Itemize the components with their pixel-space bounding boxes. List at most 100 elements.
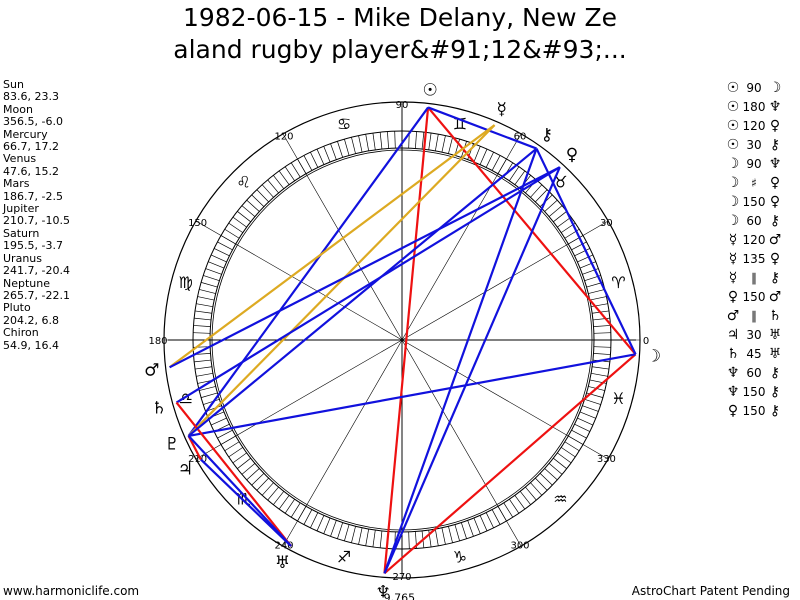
degree-tick <box>358 527 363 545</box>
aspect-planet2-glyph: ♆ <box>768 156 782 172</box>
degree-tick <box>372 530 376 548</box>
degree-tick <box>539 473 553 486</box>
aspect-line-pluto-chiron <box>187 147 538 437</box>
aspect-planet2-glyph: ♄ <box>768 308 782 324</box>
degree-tick <box>503 502 514 518</box>
degree-tick <box>330 143 337 160</box>
degree-tick <box>273 491 285 505</box>
degree-tick <box>519 491 531 505</box>
planet-glyph-saturn: ♄ <box>152 398 167 418</box>
aspect-row: ☽ 90 ♆ <box>725 155 783 174</box>
degree-tick <box>337 141 344 158</box>
degree-tick <box>509 166 520 182</box>
house-spoke <box>401 220 609 341</box>
degree-tick <box>241 463 256 475</box>
aspect-planet2-glyph: ♀ <box>769 251 781 267</box>
degree-tick <box>589 296 607 301</box>
degree-tick <box>571 429 587 439</box>
aspect-angle: 180 <box>742 100 766 114</box>
aspect-row: ♃ 30 ♅ <box>725 326 783 345</box>
planet-coords-saturn: 195.5, -3.7 <box>3 239 63 253</box>
aspect-angle: 120 <box>742 119 766 133</box>
aspect-planet2-glyph: ⚷ <box>769 384 781 400</box>
degree-tick <box>571 241 587 251</box>
degree-label-300: 300 <box>510 540 529 551</box>
zodiac-sign-glyph: ♑ <box>453 547 467 566</box>
aspect-planet1-glyph: ♄ <box>726 346 740 362</box>
aspect-angle: 150 <box>742 290 766 304</box>
degree-tick <box>582 405 599 412</box>
degree-tick <box>246 468 260 481</box>
degree-tick <box>194 366 212 370</box>
degree-tick <box>379 132 383 150</box>
planet-name-sun: Sun <box>3 78 24 91</box>
zodiac-sign-glyph: ♐ <box>337 547 351 566</box>
degree-tick <box>251 194 265 207</box>
aspect-planet2-glyph: ☽ <box>768 80 782 96</box>
aspect-planet2-glyph: ♂ <box>768 289 782 305</box>
house-spoke <box>401 339 609 460</box>
house-spoke <box>282 133 403 341</box>
degree-tick <box>200 282 218 288</box>
degree-tick <box>194 359 212 363</box>
degree-tick <box>530 184 543 198</box>
degree-tick <box>588 289 605 294</box>
degree-tick <box>284 498 295 514</box>
planet-coords-uranus: 241.7, -20.4 <box>3 264 70 278</box>
planet-name-jupiter: Jupiter <box>3 202 39 216</box>
planet-coords-mars: 186.7, -2.5 <box>3 189 63 203</box>
aspect-line-moon-neptune <box>383 353 637 575</box>
aspect-planet1-glyph: ☽ <box>726 194 740 210</box>
aspect-planet1-glyph: ♂ <box>726 308 740 324</box>
degree-tick <box>197 296 215 301</box>
aspect-line-moon-chiron <box>535 148 637 355</box>
chart-title-line1: 1982-06-15 - Mike Delany, New Ze <box>182 3 618 32</box>
zodiac-sign-glyph: ♍ <box>178 273 192 292</box>
degree-tick <box>574 248 591 257</box>
degree-label-120: 120 <box>274 132 293 143</box>
degree-tick <box>584 398 601 405</box>
aspect-row: ☉ 180 ♆ <box>725 98 783 117</box>
degree-tick <box>196 303 213 308</box>
zodiac-sign-glyph: ♌ <box>236 173 250 192</box>
degree-tick <box>394 131 396 149</box>
degree-tick <box>448 526 453 543</box>
degree-tick <box>194 310 212 314</box>
degree-tick <box>441 527 446 545</box>
degree-tick <box>557 216 572 228</box>
aspect-line-sun-neptune <box>383 107 430 574</box>
degree-tick <box>203 398 220 405</box>
degree-tick <box>344 524 350 542</box>
degree-tick <box>208 261 225 269</box>
degree-tick <box>358 135 363 153</box>
planet-name-pluto: Pluto <box>3 301 31 315</box>
planet-glyph-sun: ☉ <box>422 81 437 101</box>
aspect-angle: 60 <box>746 366 762 380</box>
aspect-row: ♀ 150 ⚷ <box>725 402 783 421</box>
aspect-planet2-glyph: ⚷ <box>769 137 781 153</box>
degree-tick <box>246 199 260 212</box>
degree-tick <box>560 447 576 458</box>
aspect-planet1-glyph: ☉ <box>726 137 740 153</box>
degree-tick <box>485 512 494 529</box>
degree-tick <box>553 457 567 469</box>
aspect-planet2-glyph: ♅ <box>768 346 782 362</box>
degree-tick <box>261 184 274 198</box>
aspect-planet1-glyph: ♆ <box>726 365 740 381</box>
degree-tick <box>228 222 244 233</box>
degree-tick <box>193 332 211 334</box>
degree-label-180: 180 <box>148 336 167 347</box>
degree-tick <box>323 146 331 163</box>
aspect-angle: 150 <box>742 404 766 418</box>
degree-tick <box>228 447 244 458</box>
planet-coords-neptune: 265.7, -22.1 <box>3 288 70 302</box>
aspect-angle: ∥ <box>751 309 757 323</box>
aspect-planet1-glyph: ♆ <box>726 384 740 400</box>
aspect-planet2-glyph: ⚷ <box>769 213 781 229</box>
degree-label-330: 330 <box>597 454 616 465</box>
planet-glyph-mercury: ☿ <box>496 100 506 120</box>
degree-tick <box>544 199 558 212</box>
aspect-line-neptune-chiron <box>383 148 538 574</box>
degree-tick <box>303 509 313 525</box>
